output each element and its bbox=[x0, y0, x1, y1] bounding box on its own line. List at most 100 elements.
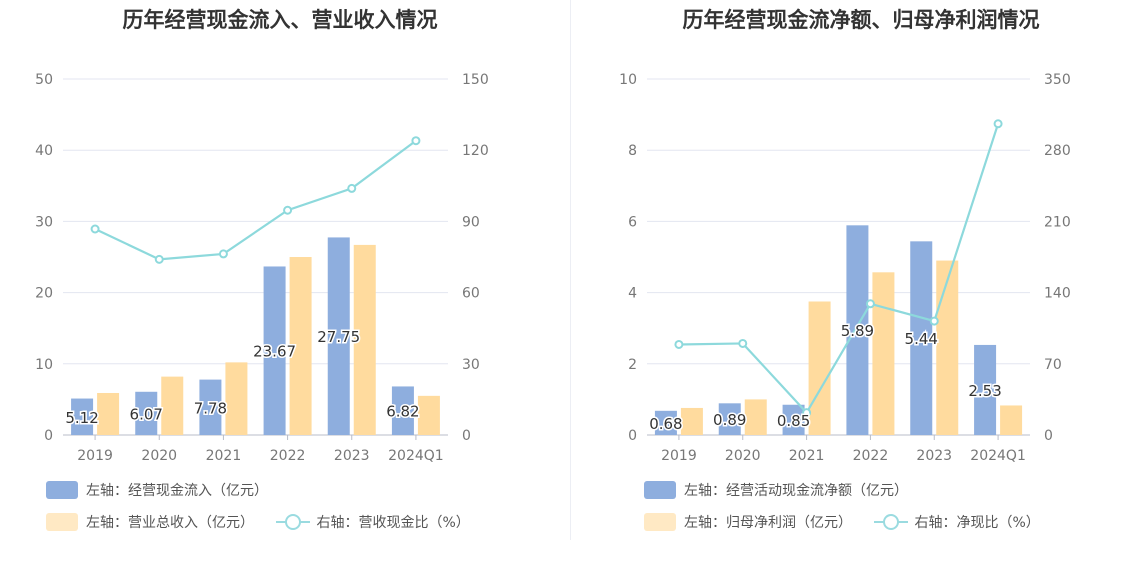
y-left-tick-label: 10 bbox=[35, 357, 53, 373]
legend-item-net-cash[interactable]: 左轴：经营活动现金流净额（亿元） bbox=[644, 480, 908, 500]
bar-secondary bbox=[97, 392, 120, 435]
ratio-line bbox=[678, 123, 1000, 415]
x-tick-label: 2024Q1 bbox=[970, 448, 1026, 464]
bar-secondary bbox=[808, 301, 831, 435]
left-chart-panel: 历年经营现金流入、营业收入情况 0 10 20 30 40 50 0 30 60 90 120 150… bbox=[35, 8, 489, 532]
ratio-point bbox=[347, 183, 357, 193]
legend-swatch-orange bbox=[46, 513, 78, 531]
legend-swatch-blue bbox=[644, 481, 676, 499]
ratio-point bbox=[802, 408, 812, 418]
y-left-tick-label: 40 bbox=[35, 143, 53, 159]
y-left-tick-label: 2 bbox=[628, 357, 637, 373]
y-right-tick-label: 350 bbox=[1044, 72, 1071, 88]
y-left-tick-label: 10 bbox=[619, 72, 637, 88]
bar-secondary bbox=[161, 376, 184, 435]
right-legend: 左轴：经营活动现金流净额（亿元） 左轴：归母净利润（亿元） 右轴：净现比（%） bbox=[644, 480, 1058, 532]
x-tick-label: 2022 bbox=[853, 448, 889, 464]
data-label: 6.82 bbox=[386, 403, 419, 421]
chart-title: 历年经营现金流入、营业收入情况 bbox=[122, 8, 438, 32]
right-chart-plot: 0 2 4 6 8 10 0 70 140 210 280 350 2019 2020 2021 2022 20… bbox=[619, 72, 1071, 464]
bar-secondary bbox=[936, 260, 959, 435]
y-left-tick-label: 50 bbox=[35, 72, 53, 88]
bar-secondary bbox=[225, 362, 248, 435]
legend-swatch-blue bbox=[46, 481, 78, 499]
ratio-point bbox=[738, 338, 748, 348]
x-tick-label: 2021 bbox=[789, 448, 825, 464]
data-label: 5.44 bbox=[905, 330, 938, 348]
x-tick-label: 2020 bbox=[141, 448, 177, 464]
y-right-tick-label: 60 bbox=[462, 286, 480, 302]
bar-primary bbox=[327, 237, 350, 435]
y-right-tick-label: 210 bbox=[1044, 214, 1071, 230]
ratio-point bbox=[154, 254, 164, 264]
data-label: 0.68 bbox=[649, 415, 682, 433]
x-tick-label: 2019 bbox=[661, 448, 697, 464]
bar-secondary bbox=[872, 272, 895, 435]
legend-label: 左轴：营业总收入（亿元） bbox=[86, 515, 254, 531]
legend-item-cash-inflow[interactable]: 左轴：经营现金流入（亿元） bbox=[46, 480, 268, 500]
bar-primary bbox=[263, 266, 286, 435]
bar-primary bbox=[974, 344, 997, 435]
data-label: 27.75 bbox=[317, 328, 360, 346]
y-right-tick-label: 90 bbox=[462, 214, 480, 230]
legend-line-marker-icon bbox=[276, 513, 311, 531]
legend-item-net-cash-ratio[interactable]: 右轴：净现比（%） bbox=[874, 512, 1040, 532]
bar-primary bbox=[135, 391, 158, 435]
legend-item-ratio[interactable]: 右轴：营收现金比（%） bbox=[276, 512, 470, 532]
legend-label: 左轴：经营活动现金流净额（亿元） bbox=[684, 483, 908, 499]
y-left-tick-label: 30 bbox=[35, 214, 53, 230]
chart-title: 历年经营现金流净额、归母净利润情况 bbox=[682, 8, 1040, 32]
y-right-tick-label: 150 bbox=[462, 72, 489, 88]
x-tick-label: 2020 bbox=[725, 448, 761, 464]
y-left-tick-label: 8 bbox=[628, 143, 637, 159]
y-left-tick-label: 6 bbox=[628, 214, 637, 230]
data-label: 23.67 bbox=[253, 343, 296, 361]
legend-item-revenue[interactable]: 左轴：营业总收入（亿元） bbox=[46, 512, 254, 532]
y-right-tick-label: 70 bbox=[1044, 357, 1062, 373]
y-right-tick-label: 120 bbox=[462, 143, 489, 159]
legend-label: 左轴：归母净利润（亿元） bbox=[684, 515, 852, 531]
y-right-tick-label: 30 bbox=[462, 357, 480, 373]
panel-divider bbox=[570, 0, 571, 540]
bar-secondary bbox=[1000, 405, 1023, 435]
data-label: 2.53 bbox=[968, 382, 1001, 400]
x-tick-label: 2021 bbox=[206, 448, 242, 464]
x-tick-label: 2023 bbox=[334, 448, 370, 464]
y-right-tick-label: 280 bbox=[1044, 143, 1071, 159]
left-chart-plot: 0 10 20 30 40 50 0 30 60 90 120 150 2019 2020 2021 2022… bbox=[35, 72, 489, 464]
y-right-tick-label: 0 bbox=[1044, 428, 1053, 444]
right-chart-panel: 历年经营现金流净额、归母净利润情况 0 2 4 6 8 10 0 70 140 210 280 350… bbox=[567, 0, 1134, 582]
bar-primary bbox=[846, 225, 869, 435]
y-left-tick-label: 0 bbox=[628, 428, 637, 444]
bar-secondary bbox=[417, 395, 440, 435]
bar-primary bbox=[718, 403, 741, 435]
ratio-point bbox=[411, 136, 421, 146]
x-tick-label: 2019 bbox=[77, 448, 113, 464]
x-tick-label: 2022 bbox=[270, 448, 306, 464]
data-label: 0.89 bbox=[713, 411, 746, 429]
y-left-tick-label: 4 bbox=[628, 286, 637, 302]
legend-line-marker-icon bbox=[874, 513, 909, 531]
ratio-point bbox=[993, 119, 1003, 129]
data-label: 0.85 bbox=[777, 412, 810, 430]
bar-secondary bbox=[744, 399, 767, 435]
x-tick-label: 2023 bbox=[916, 448, 952, 464]
bar-secondary bbox=[289, 257, 312, 435]
left-legend: 左轴：经营现金流入（亿元） 左轴：营业总收入（亿元） 右轴：营收现金比（%） bbox=[46, 480, 488, 532]
bar-primary bbox=[910, 241, 933, 435]
y-right-tick-label: 140 bbox=[1044, 286, 1071, 302]
legend-label: 右轴：净现比（%） bbox=[914, 515, 1040, 531]
legend-label: 右轴：营收现金比（%） bbox=[316, 515, 470, 531]
y-left-tick-label: 20 bbox=[35, 286, 53, 302]
data-label: 7.78 bbox=[194, 399, 227, 417]
ratio-point bbox=[674, 339, 684, 349]
legend-item-net-profit[interactable]: 左轴：归母净利润（亿元） bbox=[644, 512, 852, 532]
ratio-point bbox=[90, 224, 100, 234]
bar-secondary bbox=[353, 244, 376, 435]
bar-secondary bbox=[680, 407, 703, 435]
bar-primary bbox=[654, 410, 677, 435]
data-label: 5.12 bbox=[65, 409, 98, 427]
ratio-point bbox=[865, 299, 875, 309]
legend-label: 左轴：经营现金流入（亿元） bbox=[86, 483, 268, 499]
data-label: 6.07 bbox=[130, 405, 163, 423]
